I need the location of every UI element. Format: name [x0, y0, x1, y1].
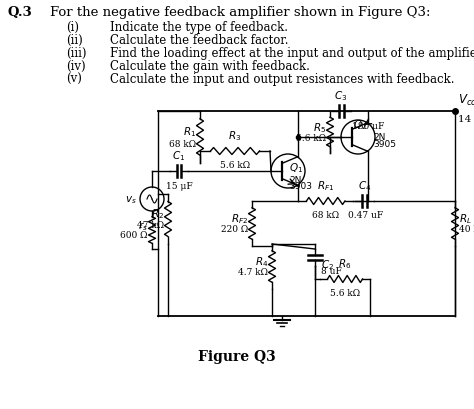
Text: 5.6 kΩ: 5.6 kΩ [220, 161, 250, 170]
Text: $Q_2$: $Q_2$ [353, 118, 367, 132]
Text: $v_s$: $v_s$ [125, 193, 137, 205]
Text: $R_2$: $R_2$ [151, 207, 164, 220]
Text: $R_L$: $R_L$ [459, 212, 472, 225]
Text: Figure Q3: Figure Q3 [198, 349, 276, 363]
Text: 68 kΩ: 68 kΩ [312, 211, 339, 220]
Text: $R_4$: $R_4$ [255, 254, 268, 268]
Text: 180 μF: 180 μF [352, 122, 384, 131]
Text: 600 Ω: 600 Ω [120, 231, 148, 240]
Text: 15 μF: 15 μF [165, 182, 192, 191]
Text: 2N: 2N [373, 133, 385, 142]
Text: (iii): (iii) [66, 47, 86, 60]
Text: $C_3$: $C_3$ [334, 89, 347, 103]
Text: For the negative feedback amplifier shown in Figure Q3:: For the negative feedback amplifier show… [50, 6, 430, 19]
Text: 5.6 kΩ: 5.6 kΩ [296, 133, 326, 142]
Text: 3905: 3905 [373, 139, 396, 148]
Text: 68 kΩ: 68 kΩ [169, 139, 196, 148]
Text: 8 uF: 8 uF [321, 266, 342, 275]
Text: $C_2$: $C_2$ [321, 257, 334, 271]
Text: 47 kΩ: 47 kΩ [137, 221, 164, 230]
Text: $Q_1$: $Q_1$ [289, 161, 303, 175]
Text: Find the loading effect at the input and output of the amplifier.: Find the loading effect at the input and… [110, 47, 474, 60]
Text: $C_1$: $C_1$ [173, 149, 186, 163]
Text: (v): (v) [66, 73, 82, 86]
Text: $C_4$: $C_4$ [358, 179, 372, 193]
Text: 40 kΩ: 40 kΩ [459, 225, 474, 234]
Text: $R_6$: $R_6$ [338, 256, 352, 270]
Text: Calculate the gain with feedback.: Calculate the gain with feedback. [110, 60, 310, 73]
Text: 220 Ω: 220 Ω [221, 225, 248, 234]
Text: $R_3$: $R_3$ [228, 129, 242, 143]
Text: (i): (i) [66, 21, 79, 34]
Text: 14 V: 14 V [458, 115, 474, 124]
Text: $R_{F2}$: $R_{F2}$ [231, 212, 248, 225]
Text: (iv): (iv) [66, 60, 86, 73]
Text: 2N: 2N [289, 175, 301, 184]
Text: 4.7 kΩ: 4.7 kΩ [238, 268, 268, 277]
Text: Calculate the input and output resistances with feedback.: Calculate the input and output resistanc… [110, 73, 455, 86]
Text: Q.3: Q.3 [8, 6, 33, 19]
Text: 3903: 3903 [289, 182, 312, 191]
Text: 5.6 kΩ: 5.6 kΩ [330, 288, 360, 297]
Text: Calculate the feedback factor.: Calculate the feedback factor. [110, 34, 289, 47]
Text: 0.47 uF: 0.47 uF [347, 211, 383, 220]
Text: Indicate the type of feedback.: Indicate the type of feedback. [110, 21, 288, 34]
Text: $R_1$: $R_1$ [183, 125, 196, 138]
Text: $r_s$: $r_s$ [138, 220, 148, 232]
Text: (ii): (ii) [66, 34, 83, 47]
Text: $R_5$: $R_5$ [313, 121, 326, 135]
Text: $R_{F1}$: $R_{F1}$ [317, 179, 334, 193]
Text: $V_{cc}$: $V_{cc}$ [458, 93, 474, 108]
